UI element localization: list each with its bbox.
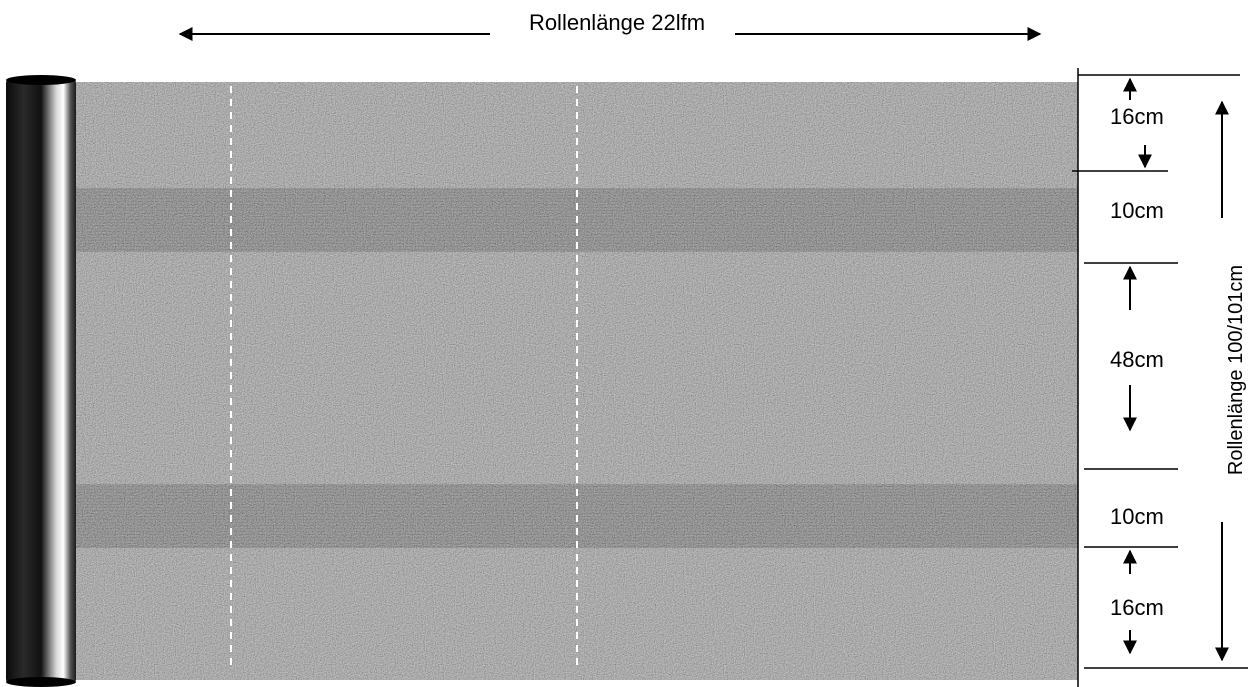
fabric-grain — [70, 82, 1078, 680]
roll-end-top — [6, 75, 76, 85]
segment-label: 16cm — [1110, 595, 1164, 620]
segment-label: 10cm — [1110, 504, 1164, 529]
segment-label: 16cm — [1110, 104, 1164, 129]
roll-end-bottom — [6, 677, 76, 687]
roll-width-label: Rollenlänge 100/101cm — [1225, 265, 1247, 475]
segment-label: 48cm — [1110, 347, 1164, 372]
roll-length-label: Rollenlänge 22lfm — [529, 10, 705, 35]
segment-label: 10cm — [1110, 198, 1164, 223]
roll-core — [6, 78, 76, 684]
